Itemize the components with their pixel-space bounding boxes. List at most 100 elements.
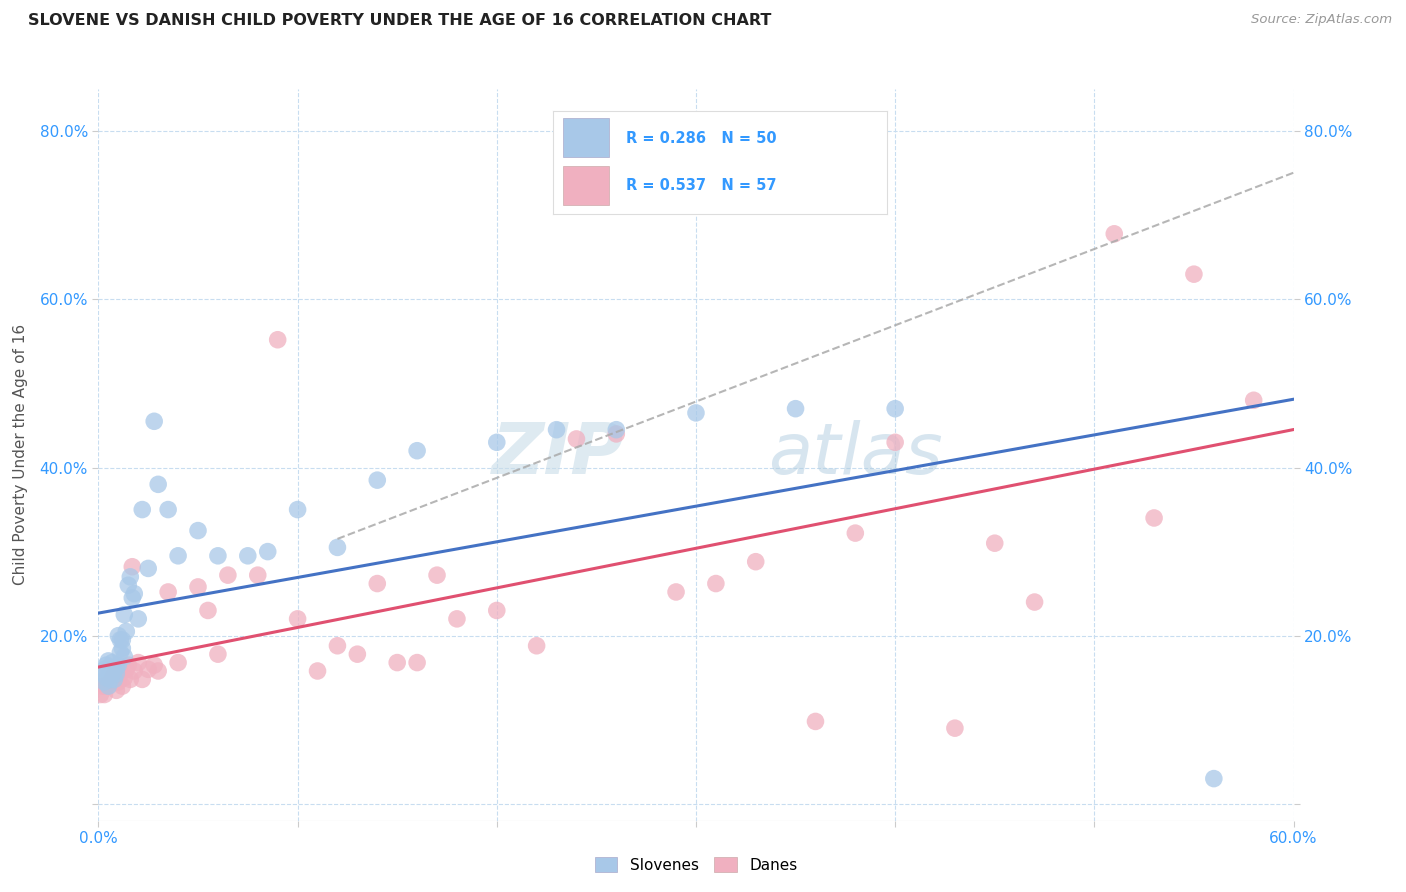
Point [704, 576, 727, 591]
Y-axis label: Child Poverty Under the Age of 16: Child Poverty Under the Age of 16 [14, 325, 28, 585]
Point [366, 576, 388, 591]
Point [366, 473, 388, 487]
Point [143, 414, 166, 428]
Point [111, 641, 134, 656]
Point [96, 679, 118, 693]
Point [103, 664, 125, 678]
Point [136, 561, 159, 575]
Point [115, 662, 138, 676]
Point [187, 524, 209, 538]
Point [605, 423, 627, 437]
Point [111, 632, 134, 647]
Point [103, 673, 125, 687]
Point [485, 435, 508, 450]
Point [385, 656, 409, 670]
Text: SLOVENE VS DANISH CHILD POVERTY UNDER THE AGE OF 16 CORRELATION CHART: SLOVENE VS DANISH CHILD POVERTY UNDER TH… [28, 13, 772, 29]
Point [97, 679, 120, 693]
Legend: Slovenes, Danes: Slovenes, Danes [589, 851, 803, 879]
Point [148, 477, 170, 491]
Point [101, 656, 124, 670]
Point [115, 624, 138, 639]
Point [546, 423, 568, 437]
Point [111, 679, 134, 693]
Point [107, 658, 129, 673]
Point [117, 658, 139, 673]
Point [97, 679, 120, 693]
Point [120, 570, 142, 584]
Point [207, 647, 229, 661]
Point [406, 443, 429, 458]
Point [127, 656, 149, 670]
Point [1143, 511, 1166, 525]
Point [124, 587, 146, 601]
Point [131, 673, 153, 687]
Point [93, 688, 115, 702]
Point [131, 502, 153, 516]
Point [105, 683, 128, 698]
Point [103, 666, 125, 681]
Point [804, 714, 827, 729]
Text: atlas: atlas [768, 420, 942, 490]
Point [89, 688, 111, 702]
Point [406, 656, 429, 670]
Point [326, 541, 349, 555]
Point [124, 664, 146, 678]
Point [745, 555, 768, 569]
Point [110, 666, 132, 681]
Point [984, 536, 1007, 550]
Point [526, 639, 548, 653]
Point [1024, 595, 1046, 609]
Point [167, 549, 190, 563]
Point [446, 612, 468, 626]
Point [187, 580, 209, 594]
Point [110, 645, 132, 659]
Point [112, 607, 135, 622]
Point [107, 674, 129, 689]
Point [943, 721, 966, 735]
Point [1102, 227, 1125, 241]
Point [236, 549, 259, 563]
Text: Source: ZipAtlas.com: Source: ZipAtlas.com [1251, 13, 1392, 27]
Point [605, 426, 627, 441]
Point [1182, 267, 1205, 281]
Point [565, 432, 588, 446]
Point [685, 406, 707, 420]
Point [117, 578, 139, 592]
Point [326, 639, 349, 653]
Point [307, 664, 329, 678]
Point [665, 585, 688, 599]
Point [287, 612, 309, 626]
Point [207, 549, 229, 563]
Point [346, 647, 368, 661]
Point [157, 585, 180, 599]
Point [96, 671, 118, 685]
Point [884, 435, 907, 450]
Point [167, 656, 190, 670]
Text: ZIP: ZIP [492, 420, 624, 490]
Point [485, 603, 508, 617]
Point [426, 568, 449, 582]
Point [100, 673, 122, 687]
Point [96, 658, 118, 673]
Point [246, 568, 269, 582]
Point [287, 502, 309, 516]
Point [101, 666, 124, 681]
Point [100, 664, 122, 678]
Point [107, 629, 129, 643]
Point [1202, 772, 1225, 786]
Point [136, 662, 159, 676]
Point [217, 568, 239, 582]
Point [120, 673, 142, 687]
Point [157, 502, 180, 516]
Point [110, 632, 132, 647]
Point [143, 658, 166, 673]
Point [91, 679, 114, 693]
Point [267, 333, 290, 347]
Point [93, 662, 115, 676]
Point [844, 526, 866, 541]
Point [121, 591, 143, 605]
Point [884, 401, 907, 416]
Point [197, 603, 219, 617]
Point [91, 666, 114, 681]
Point [105, 660, 128, 674]
